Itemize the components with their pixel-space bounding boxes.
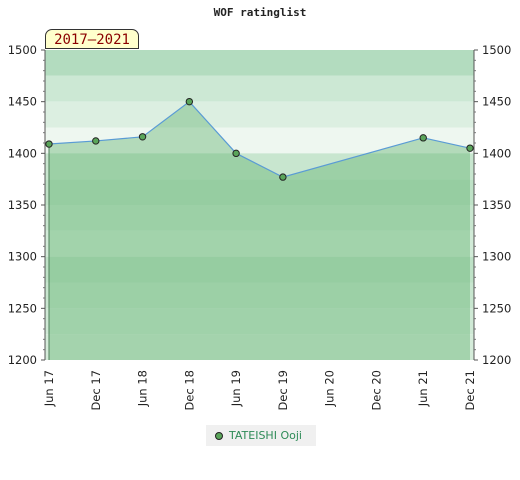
legend-label: TATEISHI Ooji: [229, 429, 302, 442]
band-5: [45, 179, 474, 205]
band-8: [45, 256, 474, 283]
x-tick-label-9: Dec 21: [463, 370, 477, 411]
y-tick-label-right-1500: 1500: [482, 43, 511, 57]
y-tick-label-right-1300: 1300: [482, 250, 511, 264]
y-tick-label-right-1350: 1350: [482, 198, 511, 212]
x-tick-label-1: Dec 17: [89, 370, 103, 411]
band-4: [45, 153, 474, 180]
band-1: [45, 75, 474, 102]
y-tick-label-right-1250: 1250: [482, 301, 511, 315]
y-tick-label-right-1450: 1450: [482, 95, 511, 109]
data-point-4: [232, 149, 240, 158]
legend-marker-icon: [215, 431, 223, 440]
band-7: [45, 230, 474, 257]
data-point-2: [138, 133, 147, 141]
band-6: [45, 205, 474, 231]
data-point-5: [279, 173, 287, 181]
x-tick-label-0: Jun 17: [42, 370, 56, 407]
x-tick-label-4: Jun 19: [229, 370, 243, 407]
band-3: [45, 127, 474, 154]
series-line: [48, 100, 471, 178]
data-point-0: [45, 140, 53, 148]
x-tick-label-6: Jun 20: [323, 370, 337, 407]
x-tick-label-7: Dec 20: [369, 370, 383, 411]
y-tick-label-right-1200: 1200: [482, 353, 511, 367]
x-tick-label-2: Jun 18: [136, 370, 150, 407]
period-badge: 2017–2021: [45, 29, 139, 49]
y-tick-label-left-1200: 1200: [8, 353, 37, 367]
x-tick-label-5: Dec 19: [276, 370, 290, 411]
chart-title: WOF ratinglist: [213, 6, 307, 19]
y-tick-label-left-1450: 1450: [8, 95, 37, 109]
data-point-7: [466, 144, 474, 152]
data-point-1: [92, 137, 100, 145]
y-tick-label-left-1350: 1350: [8, 198, 37, 212]
data-point-3: [185, 97, 194, 106]
band-9: [45, 282, 474, 309]
x-tick-label-8: Jun 21: [416, 370, 430, 407]
y-tick-label-left-1250: 1250: [8, 301, 37, 315]
band-10: [45, 308, 474, 335]
band-2: [45, 101, 474, 128]
x-tick-label-3: Dec 18: [182, 370, 196, 411]
legend[interactable]: TATEISHI Ooji: [206, 425, 316, 446]
y-tick-label-right-1400: 1400: [482, 146, 511, 160]
band-11: [45, 334, 474, 360]
y-tick-label-left-1400: 1400: [8, 146, 37, 160]
band-0: [45, 50, 474, 76]
y-tick-label-left-1500: 1500: [8, 43, 37, 57]
y-tick-label-left-1300: 1300: [8, 250, 37, 264]
data-point-6: [419, 134, 427, 142]
series-area: [49, 101, 470, 361]
